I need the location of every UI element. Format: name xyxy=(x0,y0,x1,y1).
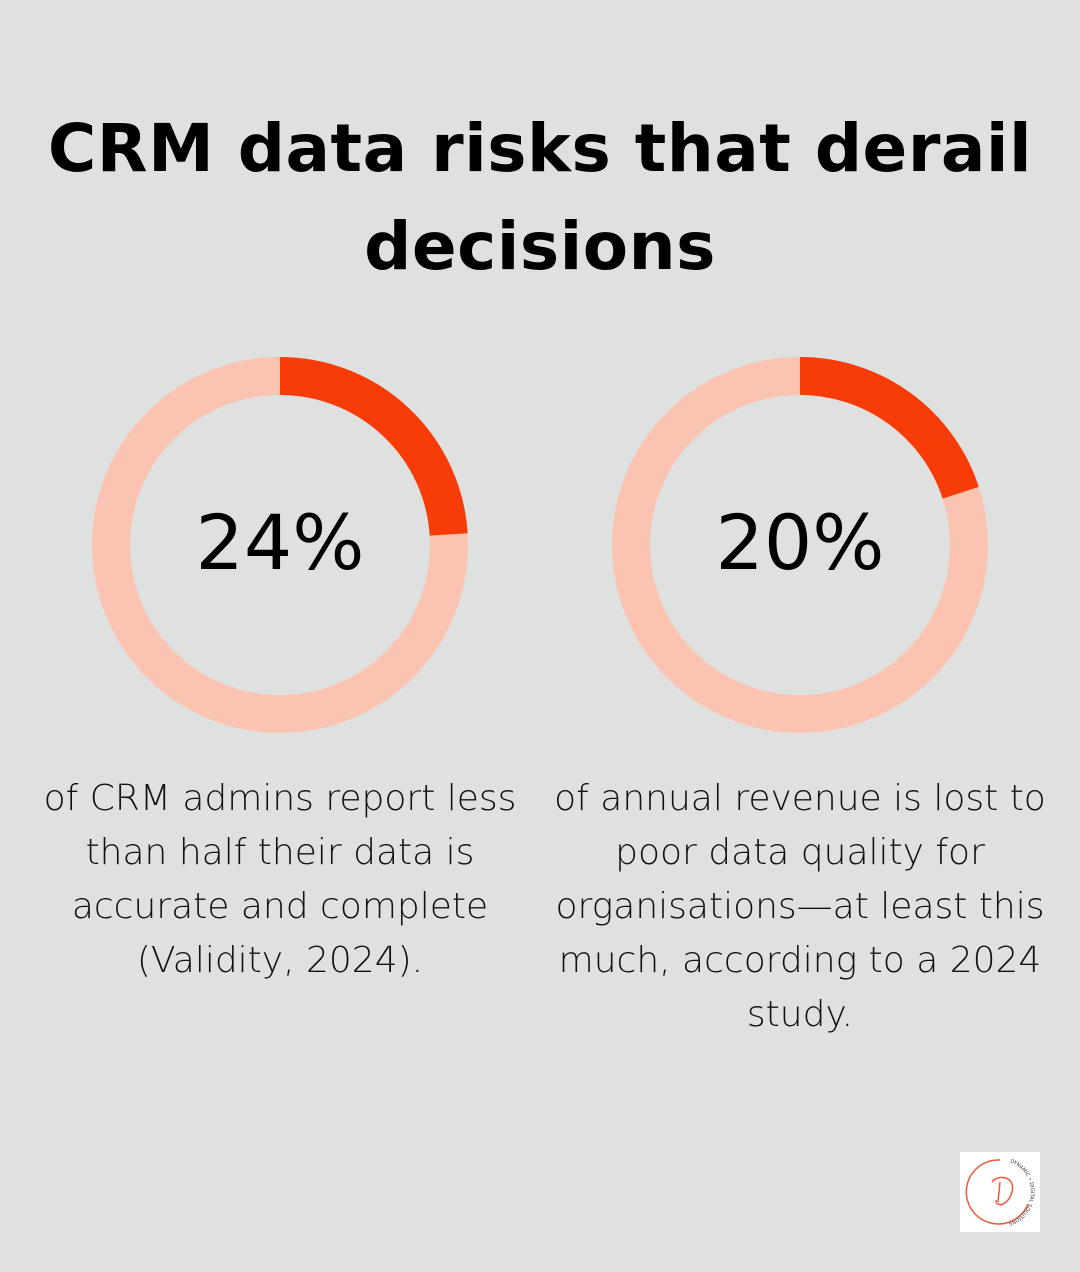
donut-chart-1: 24% xyxy=(90,355,470,735)
donut-value-arc xyxy=(279,357,468,536)
donut-value-arc xyxy=(799,357,979,500)
donut-value-label: 24% xyxy=(195,498,365,587)
stat-description-1: of CRM admins report less than half thei… xyxy=(43,778,517,981)
stat-description-2: of annual revenue is lost to poor data q… xyxy=(554,778,1046,1035)
donut-chart-2: 20% xyxy=(610,355,990,735)
donut-svg xyxy=(612,357,988,733)
page-title: CRM data risks that derail decisions xyxy=(47,110,1033,285)
company-logo: DYNAMIC • DIGITAL SOLUTIONS xyxy=(960,1152,1040,1232)
donut-value-label: 20% xyxy=(715,498,885,587)
logo-mark: DYNAMIC • DIGITAL SOLUTIONS xyxy=(965,1158,1035,1226)
donut-svg xyxy=(92,357,468,733)
